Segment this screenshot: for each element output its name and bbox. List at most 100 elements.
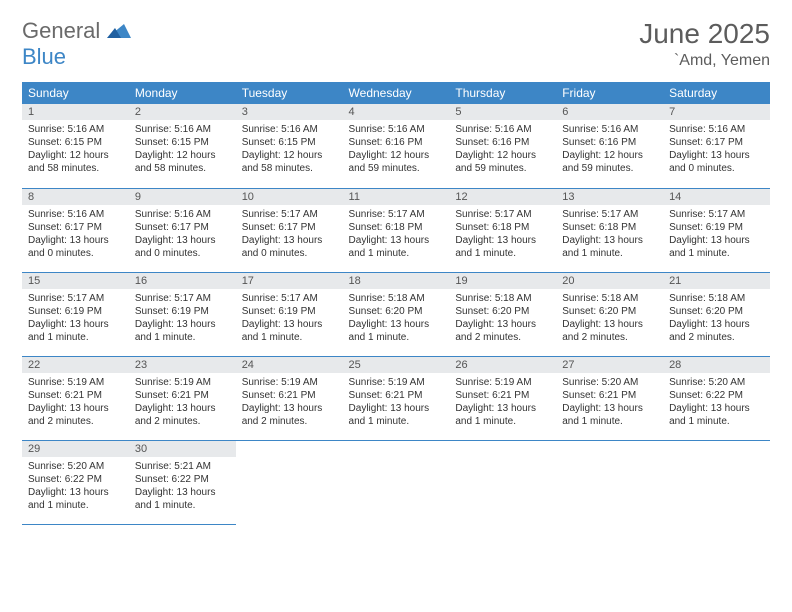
daylight-text: Daylight: 13 hours and 1 minute. <box>349 234 444 260</box>
daylight-text: Daylight: 12 hours and 59 minutes. <box>455 149 550 175</box>
calendar-day-cell: 18Sunrise: 5:18 AMSunset: 6:20 PMDayligh… <box>343 272 450 356</box>
daylight-text: Daylight: 12 hours and 59 minutes. <box>562 149 657 175</box>
header: General Blue June 2025 `Amd, Yemen <box>22 18 770 70</box>
calendar-day-cell: 6Sunrise: 5:16 AMSunset: 6:16 PMDaylight… <box>556 104 663 188</box>
calendar-day-cell: 2Sunrise: 5:16 AMSunset: 6:15 PMDaylight… <box>129 104 236 188</box>
day-body: Sunrise: 5:19 AMSunset: 6:21 PMDaylight:… <box>22 373 129 432</box>
calendar-day-cell: 29Sunrise: 5:20 AMSunset: 6:22 PMDayligh… <box>22 440 129 524</box>
day-number: 1 <box>22 104 129 120</box>
calendar-day-cell: 4Sunrise: 5:16 AMSunset: 6:16 PMDaylight… <box>343 104 450 188</box>
calendar-day-cell: 24Sunrise: 5:19 AMSunset: 6:21 PMDayligh… <box>236 356 343 440</box>
daylight-text: Daylight: 13 hours and 0 minutes. <box>669 149 764 175</box>
calendar-week-row: 8Sunrise: 5:16 AMSunset: 6:17 PMDaylight… <box>22 188 770 272</box>
calendar-day-cell: 19Sunrise: 5:18 AMSunset: 6:20 PMDayligh… <box>449 272 556 356</box>
sunrise-text: Sunrise: 5:16 AM <box>28 208 123 221</box>
sunset-text: Sunset: 6:16 PM <box>455 136 550 149</box>
sunset-text: Sunset: 6:20 PM <box>455 305 550 318</box>
sunset-text: Sunset: 6:19 PM <box>135 305 230 318</box>
sunrise-text: Sunrise: 5:19 AM <box>28 376 123 389</box>
day-number: 15 <box>22 273 129 289</box>
calendar-day-cell: 13Sunrise: 5:17 AMSunset: 6:18 PMDayligh… <box>556 188 663 272</box>
sunset-text: Sunset: 6:18 PM <box>455 221 550 234</box>
calendar-day-cell: 10Sunrise: 5:17 AMSunset: 6:17 PMDayligh… <box>236 188 343 272</box>
day-number: 2 <box>129 104 236 120</box>
daylight-text: Daylight: 13 hours and 1 minute. <box>562 402 657 428</box>
calendar-day-cell: 5Sunrise: 5:16 AMSunset: 6:16 PMDaylight… <box>449 104 556 188</box>
weekday-header: Sunday <box>22 82 129 104</box>
day-body: Sunrise: 5:21 AMSunset: 6:22 PMDaylight:… <box>129 457 236 516</box>
daylight-text: Daylight: 13 hours and 0 minutes. <box>28 234 123 260</box>
sunrise-text: Sunrise: 5:17 AM <box>28 292 123 305</box>
sunset-text: Sunset: 6:16 PM <box>562 136 657 149</box>
calendar-day-cell: 16Sunrise: 5:17 AMSunset: 6:19 PMDayligh… <box>129 272 236 356</box>
day-number: 25 <box>343 357 450 373</box>
sunrise-text: Sunrise: 5:19 AM <box>242 376 337 389</box>
sunrise-text: Sunrise: 5:16 AM <box>669 123 764 136</box>
sunrise-text: Sunrise: 5:20 AM <box>28 460 123 473</box>
calendar-day-cell: 12 Sunrise: 5:17 AMSunset: 6:18 PMDayligh… <box>449 188 556 272</box>
calendar-day-cell: 8Sunrise: 5:16 AMSunset: 6:17 PMDaylight… <box>22 188 129 272</box>
calendar-day-cell: 30Sunrise: 5:21 AMSunset: 6:22 PMDayligh… <box>129 440 236 524</box>
sunrise-text: Sunrise: 5:16 AM <box>135 208 230 221</box>
sunrise-text: Sunrise: 5:17 AM <box>455 208 550 221</box>
daylight-text: Daylight: 13 hours and 1 minute. <box>455 234 550 260</box>
daylight-text: Daylight: 13 hours and 1 minute. <box>28 486 123 512</box>
day-body: Sunrise: 5:16 AMSunset: 6:15 PMDaylight:… <box>236 120 343 179</box>
logo: General Blue <box>22 18 131 70</box>
sunset-text: Sunset: 6:20 PM <box>562 305 657 318</box>
calendar-day-cell <box>343 440 450 524</box>
day-number: 27 <box>556 357 663 373</box>
day-number: 12 <box>449 189 556 205</box>
sunset-text: Sunset: 6:20 PM <box>349 305 444 318</box>
weekday-header: Wednesday <box>343 82 450 104</box>
logo-text-blue: Blue <box>22 44 66 69</box>
day-number: 14 <box>663 189 770 205</box>
calendar-day-cell: 15Sunrise: 5:17 AMSunset: 6:19 PMDayligh… <box>22 272 129 356</box>
sunrise-text: Sunrise: 5:18 AM <box>455 292 550 305</box>
sunset-text: Sunset: 6:18 PM <box>349 221 444 234</box>
weekday-header: Tuesday <box>236 82 343 104</box>
daylight-text: Daylight: 13 hours and 2 minutes. <box>242 402 337 428</box>
daylight-text: Daylight: 13 hours and 1 minute. <box>135 318 230 344</box>
day-number: 11 <box>343 189 450 205</box>
calendar-day-cell: 23Sunrise: 5:19 AMSunset: 6:21 PMDayligh… <box>129 356 236 440</box>
sunset-text: Sunset: 6:21 PM <box>242 389 337 402</box>
calendar-day-cell: 14Sunrise: 5:17 AMSunset: 6:19 PMDayligh… <box>663 188 770 272</box>
calendar-day-cell <box>556 440 663 524</box>
sunset-text: Sunset: 6:16 PM <box>349 136 444 149</box>
day-number: 16 <box>129 273 236 289</box>
calendar-day-cell <box>663 440 770 524</box>
location: `Amd, Yemen <box>639 52 770 70</box>
daylight-text: Daylight: 13 hours and 1 minute. <box>135 486 230 512</box>
sunset-text: Sunset: 6:17 PM <box>28 221 123 234</box>
sunset-text: Sunset: 6:20 PM <box>669 305 764 318</box>
logo-text-general: General <box>22 18 100 43</box>
day-number: 13 <box>556 189 663 205</box>
sunset-text: Sunset: 6:19 PM <box>669 221 764 234</box>
calendar-day-cell: 21Sunrise: 5:18 AMSunset: 6:20 PMDayligh… <box>663 272 770 356</box>
day-number: 9 <box>129 189 236 205</box>
day-number: 30 <box>129 441 236 457</box>
sunrise-text: Sunrise: 5:16 AM <box>349 123 444 136</box>
day-body: Sunrise: 5:18 AMSunset: 6:20 PMDaylight:… <box>343 289 450 348</box>
daylight-text: Daylight: 13 hours and 0 minutes. <box>135 234 230 260</box>
weekday-header: Friday <box>556 82 663 104</box>
day-body: Sunrise: 5:16 AMSunset: 6:17 PMDaylight:… <box>22 205 129 264</box>
sunset-text: Sunset: 6:17 PM <box>669 136 764 149</box>
day-number: 6 <box>556 104 663 120</box>
day-body: Sunrise: 5:16 AMSunset: 6:15 PMDaylight:… <box>129 120 236 179</box>
calendar-day-cell: 27Sunrise: 5:20 AMSunset: 6:21 PMDayligh… <box>556 356 663 440</box>
day-body: Sunrise: 5:17 AMSunset: 6:19 PMDaylight:… <box>129 289 236 348</box>
day-body: Sunrise: 5:17 AMSunset: 6:18 PMDaylight:… <box>343 205 450 264</box>
day-body: Sunrise: 5:16 AMSunset: 6:17 PMDaylight:… <box>663 120 770 179</box>
sunrise-text: Sunrise: 5:19 AM <box>455 376 550 389</box>
day-body: Sunrise: 5:16 AMSunset: 6:17 PMDaylight:… <box>129 205 236 264</box>
day-body: Sunrise: 5:20 AMSunset: 6:21 PMDaylight:… <box>556 373 663 432</box>
day-body: Sunrise: 5:16 AMSunset: 6:16 PMDaylight:… <box>343 120 450 179</box>
daylight-text: Daylight: 13 hours and 1 minute. <box>349 402 444 428</box>
day-body: Sunrise: 5:17 AMSunset: 6:19 PMDaylight:… <box>663 205 770 264</box>
daylight-text: Daylight: 13 hours and 1 minute. <box>562 234 657 260</box>
day-number: 28 <box>663 357 770 373</box>
day-number: 8 <box>22 189 129 205</box>
sunset-text: Sunset: 6:19 PM <box>242 305 337 318</box>
